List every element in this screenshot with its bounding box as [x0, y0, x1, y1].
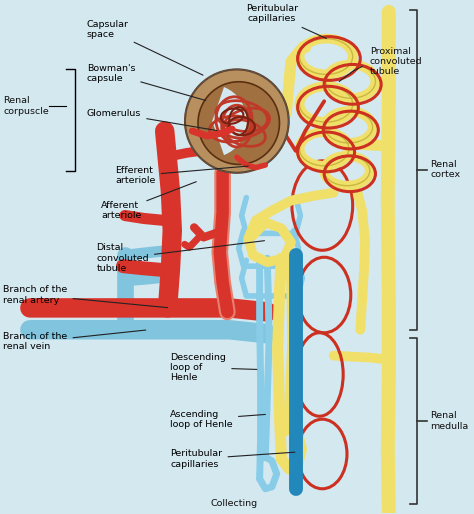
Text: Bowman's
capsule: Bowman's capsule: [87, 64, 206, 100]
Text: Distal
convoluted
tubule: Distal convoluted tubule: [96, 241, 264, 273]
Wedge shape: [212, 87, 247, 155]
Text: Afferent
arteriole: Afferent arteriole: [101, 182, 196, 220]
Text: Ascending
loop of Henle: Ascending loop of Henle: [170, 410, 265, 429]
Text: Peritubular
capillaries: Peritubular capillaries: [170, 449, 295, 469]
Text: Renal
corpuscle: Renal corpuscle: [3, 97, 49, 116]
Text: Branch of the
renal vein: Branch of the renal vein: [3, 330, 146, 352]
Text: Descending
loop of
Henle: Descending loop of Henle: [170, 353, 257, 382]
Text: Collecting: Collecting: [210, 499, 257, 508]
Text: Branch of the
renal artery: Branch of the renal artery: [3, 285, 168, 308]
Text: Capsular
space: Capsular space: [87, 20, 203, 75]
Text: Glomerulus: Glomerulus: [87, 108, 217, 131]
Text: Peritubular
capillaries: Peritubular capillaries: [246, 4, 327, 39]
Text: Efferent
arteriole: Efferent arteriole: [115, 166, 248, 186]
Ellipse shape: [185, 69, 289, 173]
Text: Renal
cortex: Renal cortex: [430, 160, 461, 179]
Ellipse shape: [198, 82, 280, 164]
Text: Renal
medulla: Renal medulla: [430, 412, 469, 431]
Text: Proximal
convoluted
tubule: Proximal convoluted tubule: [370, 47, 422, 77]
